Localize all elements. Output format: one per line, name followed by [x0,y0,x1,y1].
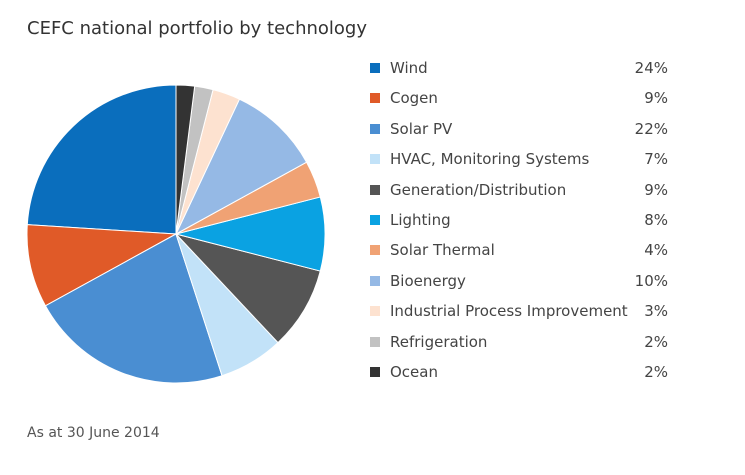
legend-swatch [370,93,380,104]
pie-slice-wind [26,84,177,235]
footnote: As at 30 June 2014 [27,425,160,441]
legend-label: HVAC, Monitoring Systems [390,150,590,169]
pie-slice-bioenergy [174,98,308,236]
legend-value: 2% [644,362,668,381]
legend-item: Ocean 2% [368,360,668,390]
legend-item: Wind 24% [368,56,668,86]
legend-swatch [370,63,380,73]
legend-swatch [370,154,380,165]
legend-item: Solar PV 22% [368,117,668,147]
legend-swatch [370,336,380,347]
legend-item: Generation/Distribution 9% [368,178,668,208]
pie-slice-generation-distribution [174,233,321,344]
legend: Wind 24% Cogen 9% Solar PV 22% HVAC, Monitorin… [368,56,668,390]
legend-label: Refrigeration [390,332,488,351]
legend-label: Bioenergy [390,271,466,290]
legend-label: Industrial Process Improvement [390,302,628,321]
legend-item: Lighting 8% [368,208,668,238]
legend-label: Solar PV [390,119,453,138]
legend-item: Industrial Process Improvement 3% [368,299,668,329]
legend-swatch [370,306,380,317]
chart-title: CEFC national portfolio by technology [27,18,367,39]
legend-value: 3% [644,302,668,321]
pie-slice-cogen [26,224,178,307]
legend-label: Wind [390,59,428,77]
legend-value: 4% [644,241,668,260]
pie-slice-solar-pv [44,233,223,384]
legend-value: 24% [634,59,668,77]
legend-item: HVAC, Monitoring Systems 7% [368,147,668,177]
legend-item: Cogen 9% [368,86,668,116]
legend-value: 7% [644,150,668,169]
legend-value: 9% [644,180,668,199]
legend-value: 22% [634,119,668,138]
legend-swatch [370,245,380,256]
pie-slice-ocean [175,84,196,235]
legend-swatch [370,366,380,377]
legend-item: Bioenergy 10% [368,269,668,299]
legend-label: Ocean [390,362,438,381]
legend-swatch [370,123,380,134]
legend-item: Refrigeration 2% [368,330,668,360]
legend-label: Cogen [390,89,438,108]
legend-label: Solar Thermal [390,241,495,260]
legend-value: 8% [644,210,668,229]
legend-swatch [370,275,380,286]
legend-swatch [370,214,380,225]
legend-value: 9% [644,89,668,108]
legend-swatch [370,184,380,195]
legend-value: 10% [634,271,668,290]
legend-label: Lighting [390,210,451,229]
legend-item: Solar Thermal 4% [368,238,668,268]
legend-label: Generation/Distribution [390,180,567,199]
legend-value: 2% [644,332,668,351]
